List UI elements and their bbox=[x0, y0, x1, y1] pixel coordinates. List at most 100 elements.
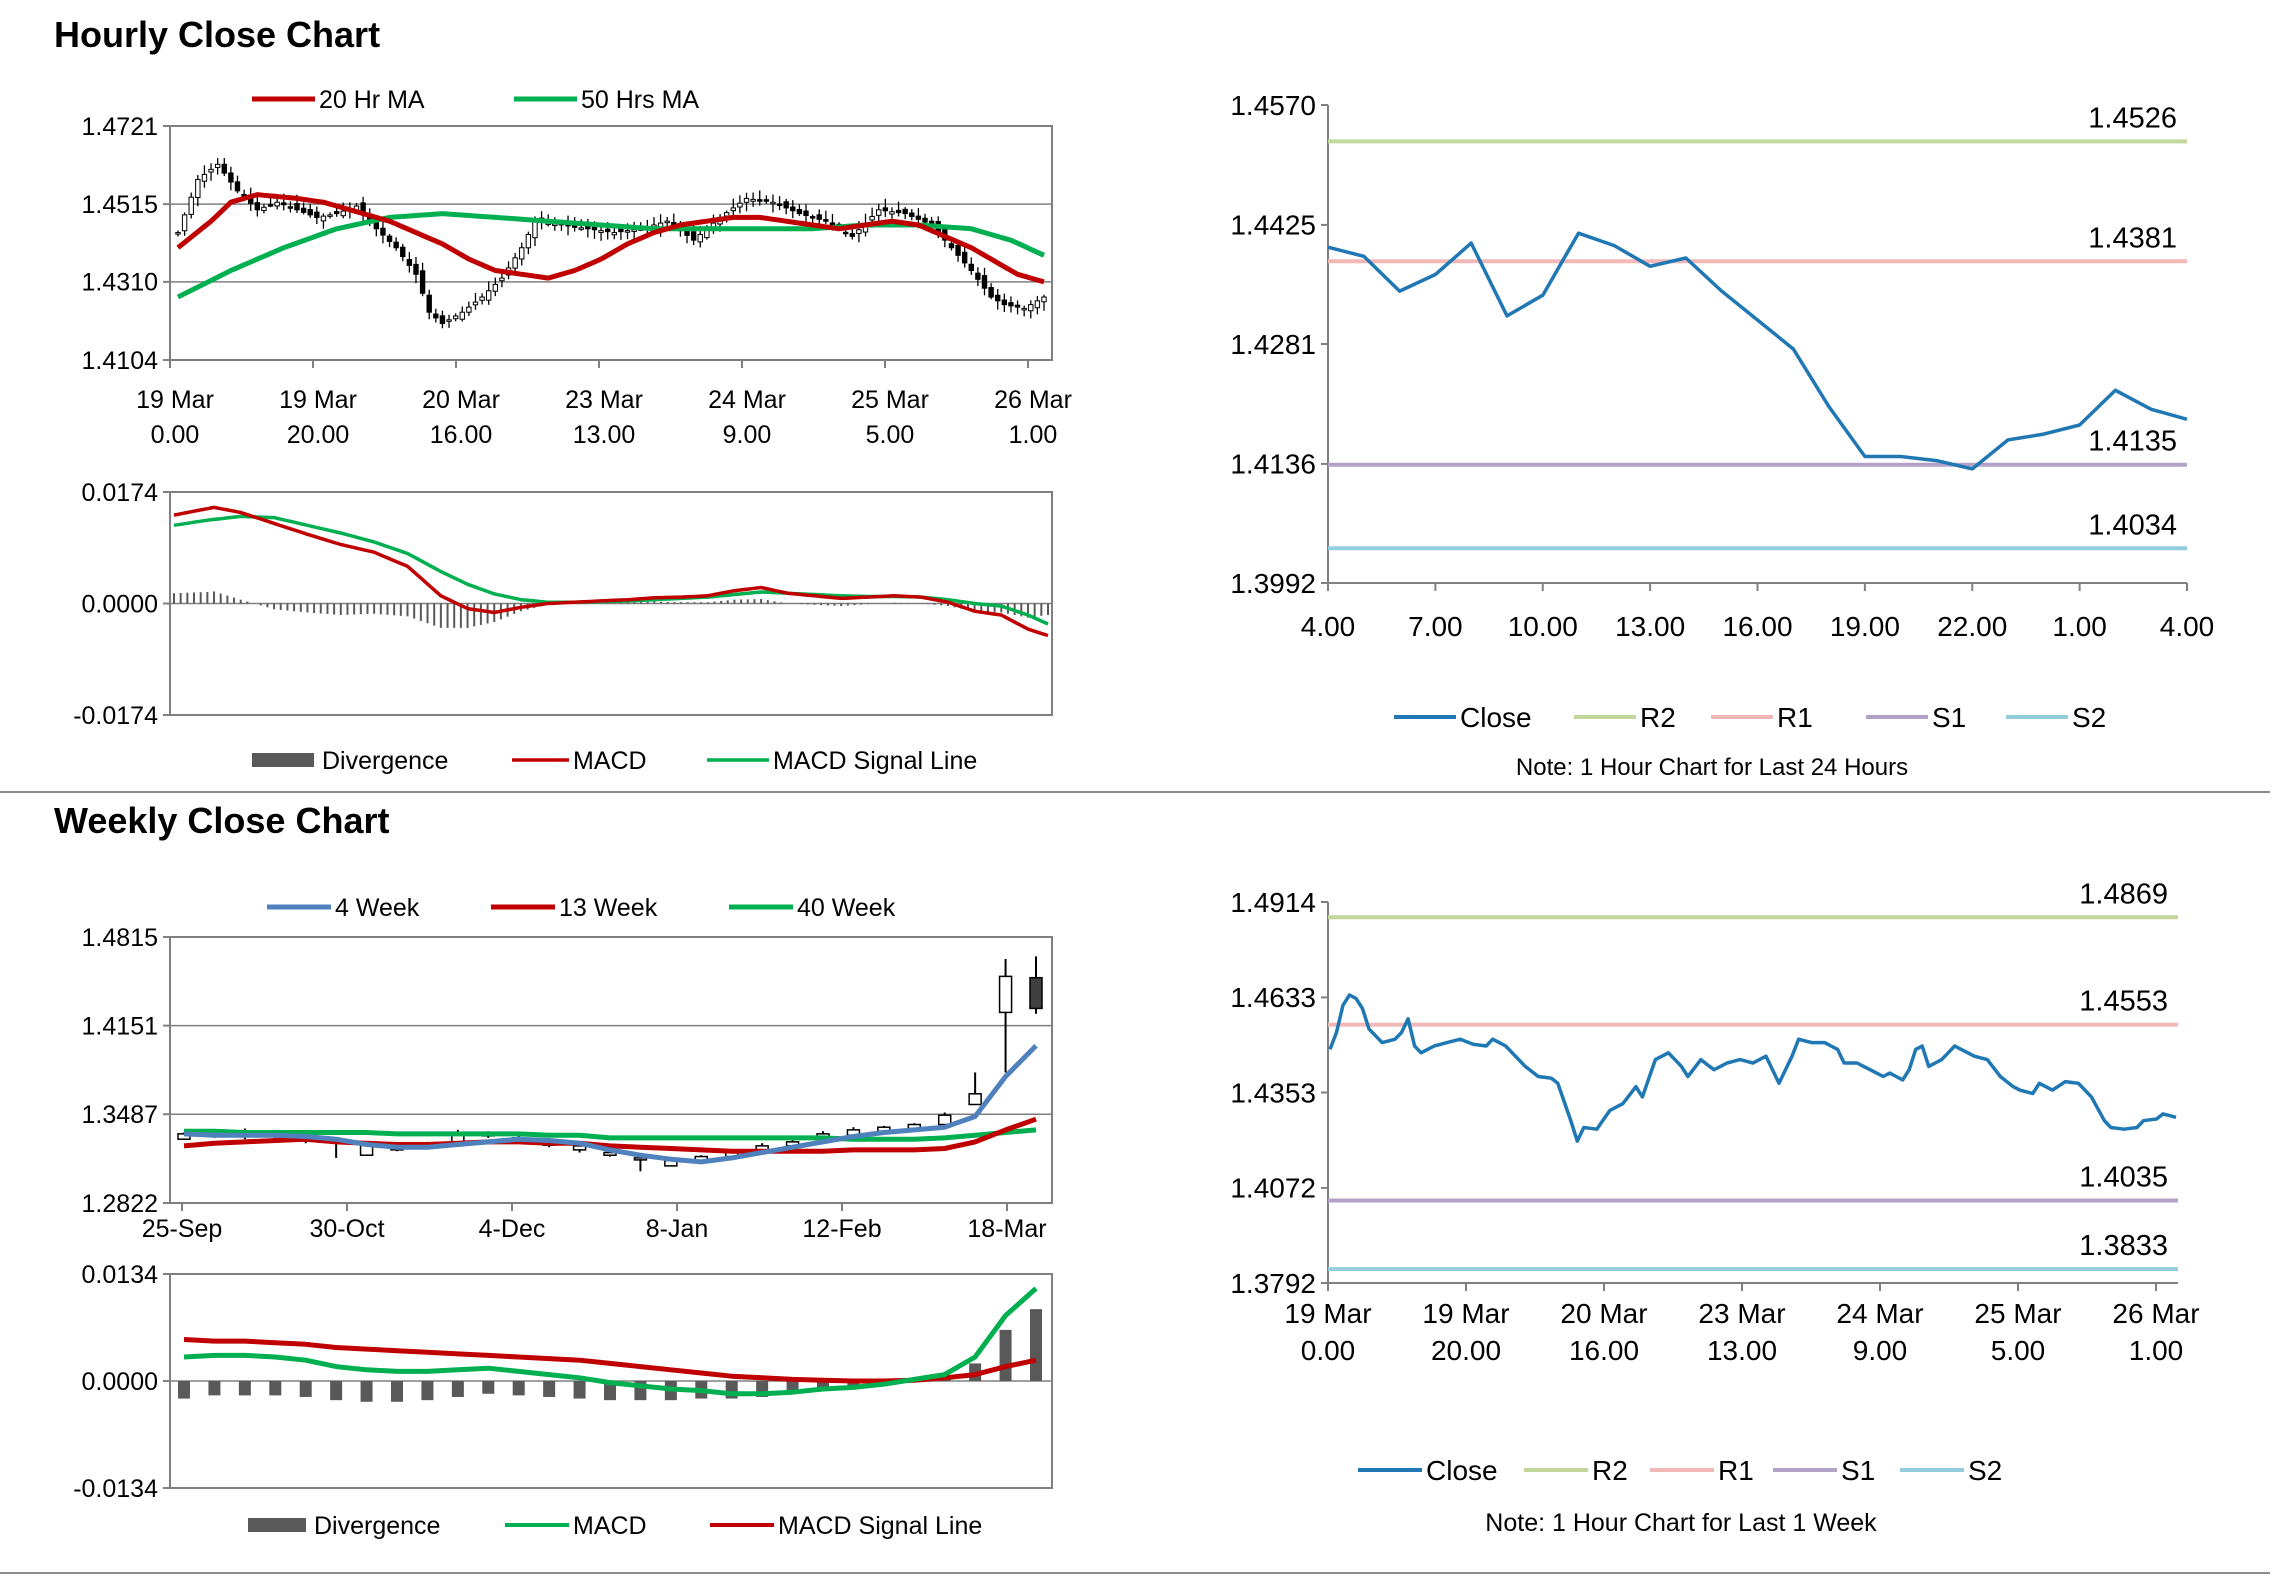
weekly-divergence-bar bbox=[421, 1381, 434, 1401]
hourly-24h-close-legend-label: Close bbox=[1460, 702, 1532, 733]
hourly-candle bbox=[300, 207, 307, 213]
weekly-1w-x-tick-label: 5.00 bbox=[1991, 1335, 2046, 1366]
hourly-price-y-tick-label: 1.4310 bbox=[82, 269, 158, 297]
weekly-1w-y-tick-label: 1.3792 bbox=[1230, 1268, 1316, 1299]
section-divider bbox=[0, 791, 2270, 793]
hourly-candle bbox=[776, 203, 783, 206]
weekly-price-y-tick-label: 1.2822 bbox=[82, 1190, 158, 1218]
hourly-candle bbox=[492, 283, 499, 292]
hourly-candle bbox=[486, 290, 492, 301]
hourly-candle bbox=[261, 206, 267, 212]
hourly-candle bbox=[730, 207, 736, 212]
hourly-candle bbox=[439, 315, 446, 325]
hourly-candle bbox=[697, 233, 703, 243]
hourly-candle bbox=[1021, 307, 1027, 311]
weekly-divergence-bar bbox=[817, 1381, 829, 1390]
weekly-price-x-tick-label: 12-Feb bbox=[802, 1215, 881, 1243]
hourly-candle bbox=[1008, 302, 1014, 307]
hourly-macd-chart: 0.0174 0.0000 -0.0174 Divergence MACD MACD Si… bbox=[73, 479, 1053, 775]
hourly-candle bbox=[327, 214, 333, 217]
hourly-24h-close-line bbox=[1327, 231, 2188, 471]
weekly-divergence-bar bbox=[451, 1381, 464, 1397]
hourly-candle bbox=[578, 227, 584, 230]
weekly-1w-note: Note: 1 Hour Chart for Last 1 Week bbox=[1485, 1509, 1877, 1537]
bottom-divider bbox=[0, 1572, 2270, 1574]
hourly-24h-x-tick-label: 4.00 bbox=[1301, 611, 1356, 642]
hourly-signal-legend-label: MACD Signal Line bbox=[773, 747, 977, 775]
hourly-candle bbox=[459, 311, 465, 320]
ma-13-week-line bbox=[183, 1116, 1037, 1154]
hourly-24h-x-tick-label: 1.00 bbox=[2052, 611, 2107, 642]
weekly-price-x-tick-label: 4-Dec bbox=[479, 1215, 546, 1243]
hourly-candle bbox=[201, 173, 208, 182]
weekly-divergence-bar bbox=[238, 1381, 251, 1396]
hourly-candle bbox=[915, 215, 922, 220]
hourly-candle bbox=[479, 296, 485, 301]
hourly-24h-y-tick-label: 1.4570 bbox=[1230, 90, 1316, 121]
hourly-candle bbox=[228, 172, 234, 183]
weekly-macd-y-tick-label: 0.0000 bbox=[82, 1368, 158, 1396]
hourly-24h-note: Note: 1 Hour Chart for Last 24 Hours bbox=[1516, 754, 1908, 781]
hourly-candle bbox=[690, 231, 697, 241]
weekly-divergence-bar bbox=[360, 1381, 373, 1402]
hourly-24h-x-tick-label: 19.00 bbox=[1830, 611, 1900, 642]
hourly-candle bbox=[895, 209, 902, 214]
hourly-24h-x-tick-label: 13.00 bbox=[1615, 611, 1685, 642]
weekly-macd-chart: 0.0134 0.0000 -0.0134 Divergence MACD MACD Si… bbox=[73, 1261, 1053, 1540]
hourly-macd-y-tick-label: 0.0000 bbox=[82, 590, 158, 618]
weekly-candle bbox=[937, 1114, 952, 1126]
weekly-1w-x-tick-label: 16.00 bbox=[1569, 1335, 1639, 1366]
hourly-price-chart: 1.4721 1.4515 1.4310 1.4104 19 Mar 0.00 19 Mar… bbox=[82, 86, 1072, 449]
weekly-price-y-tick-label: 1.4815 bbox=[82, 924, 158, 952]
hourly-candle bbox=[195, 178, 201, 199]
hourly-candle bbox=[961, 251, 968, 264]
hourly-candle bbox=[519, 247, 525, 260]
hourly-candle bbox=[981, 275, 988, 289]
hourly-price-x-tick-label: 20 Mar bbox=[422, 386, 500, 414]
hourly-macd-y-tick-label: -0.0174 bbox=[73, 702, 158, 730]
weekly-1w-x-tick-label: 19 Mar bbox=[1422, 1298, 1509, 1329]
hourly-candle bbox=[922, 217, 928, 223]
ma-50-legend-label: 50 Hrs MA bbox=[581, 86, 699, 114]
weekly-divergence-bar bbox=[391, 1381, 403, 1402]
weekly-1w-y-tick-label: 1.4072 bbox=[1230, 1173, 1316, 1204]
weekly-1w-r1-legend-label: R1 bbox=[1718, 1455, 1754, 1486]
weekly-1w-y-tick-label: 1.4633 bbox=[1230, 982, 1316, 1013]
weekly-price-y-tick-label: 1.4151 bbox=[82, 1012, 158, 1040]
hourly-candle bbox=[380, 227, 386, 236]
hourly-24h-r2-legend-label: R2 bbox=[1640, 702, 1676, 733]
hourly-24h-s1-label: 1.4135 bbox=[2088, 426, 2177, 458]
hourly-candle bbox=[400, 246, 406, 258]
weekly-1w-r2-legend-label: R2 bbox=[1592, 1455, 1628, 1486]
weekly-1w-x-tick-label: 0.00 bbox=[1301, 1335, 1356, 1366]
weekly-1w-close-legend-label: Close bbox=[1426, 1455, 1498, 1486]
hourly-candle bbox=[571, 225, 578, 228]
hourly-candle bbox=[604, 228, 611, 233]
weekly-signal-legend-label: MACD Signal Line bbox=[778, 1512, 982, 1540]
hourly-24h-s1-legend-label: S1 bbox=[1932, 702, 1966, 733]
weekly-macd-line bbox=[183, 1286, 1038, 1397]
ma-4-week-legend-label: 4 Week bbox=[335, 894, 420, 922]
hourly-candle bbox=[393, 241, 399, 249]
hourly-price-y-tick-label: 1.4721 bbox=[82, 113, 158, 141]
hourly-candle bbox=[975, 272, 981, 280]
weekly-1w-s2-label: 1.3833 bbox=[2079, 1230, 2168, 1262]
hourly-price-x-tick-label: 13.00 bbox=[573, 421, 636, 449]
hourly-candle bbox=[472, 301, 479, 306]
hourly-candle bbox=[809, 216, 816, 219]
hourly-candle bbox=[525, 233, 532, 249]
weekly-divergence-bar bbox=[604, 1381, 616, 1401]
hourly-candle bbox=[737, 202, 743, 208]
hourly-price-x-tick-label: 19 Mar bbox=[279, 386, 357, 414]
hourly-24h-chart: 1.4570 1.4425 1.4281 1.4136 1.3992 1.4526 1.43… bbox=[1230, 90, 2214, 781]
hourly-candle bbox=[1028, 304, 1034, 312]
hourly-price-x-tick-label: 23 Mar bbox=[565, 386, 643, 414]
hourly-macd-y-tick-label: 0.0174 bbox=[82, 479, 159, 507]
hourly-candle bbox=[294, 203, 300, 211]
weekly-divergence-bar bbox=[543, 1381, 556, 1397]
hourly-candle bbox=[413, 263, 419, 275]
hourly-price-x-tick-label: 25 Mar bbox=[851, 386, 929, 414]
hourly-candle bbox=[796, 209, 803, 215]
hourly-candle bbox=[208, 168, 214, 173]
